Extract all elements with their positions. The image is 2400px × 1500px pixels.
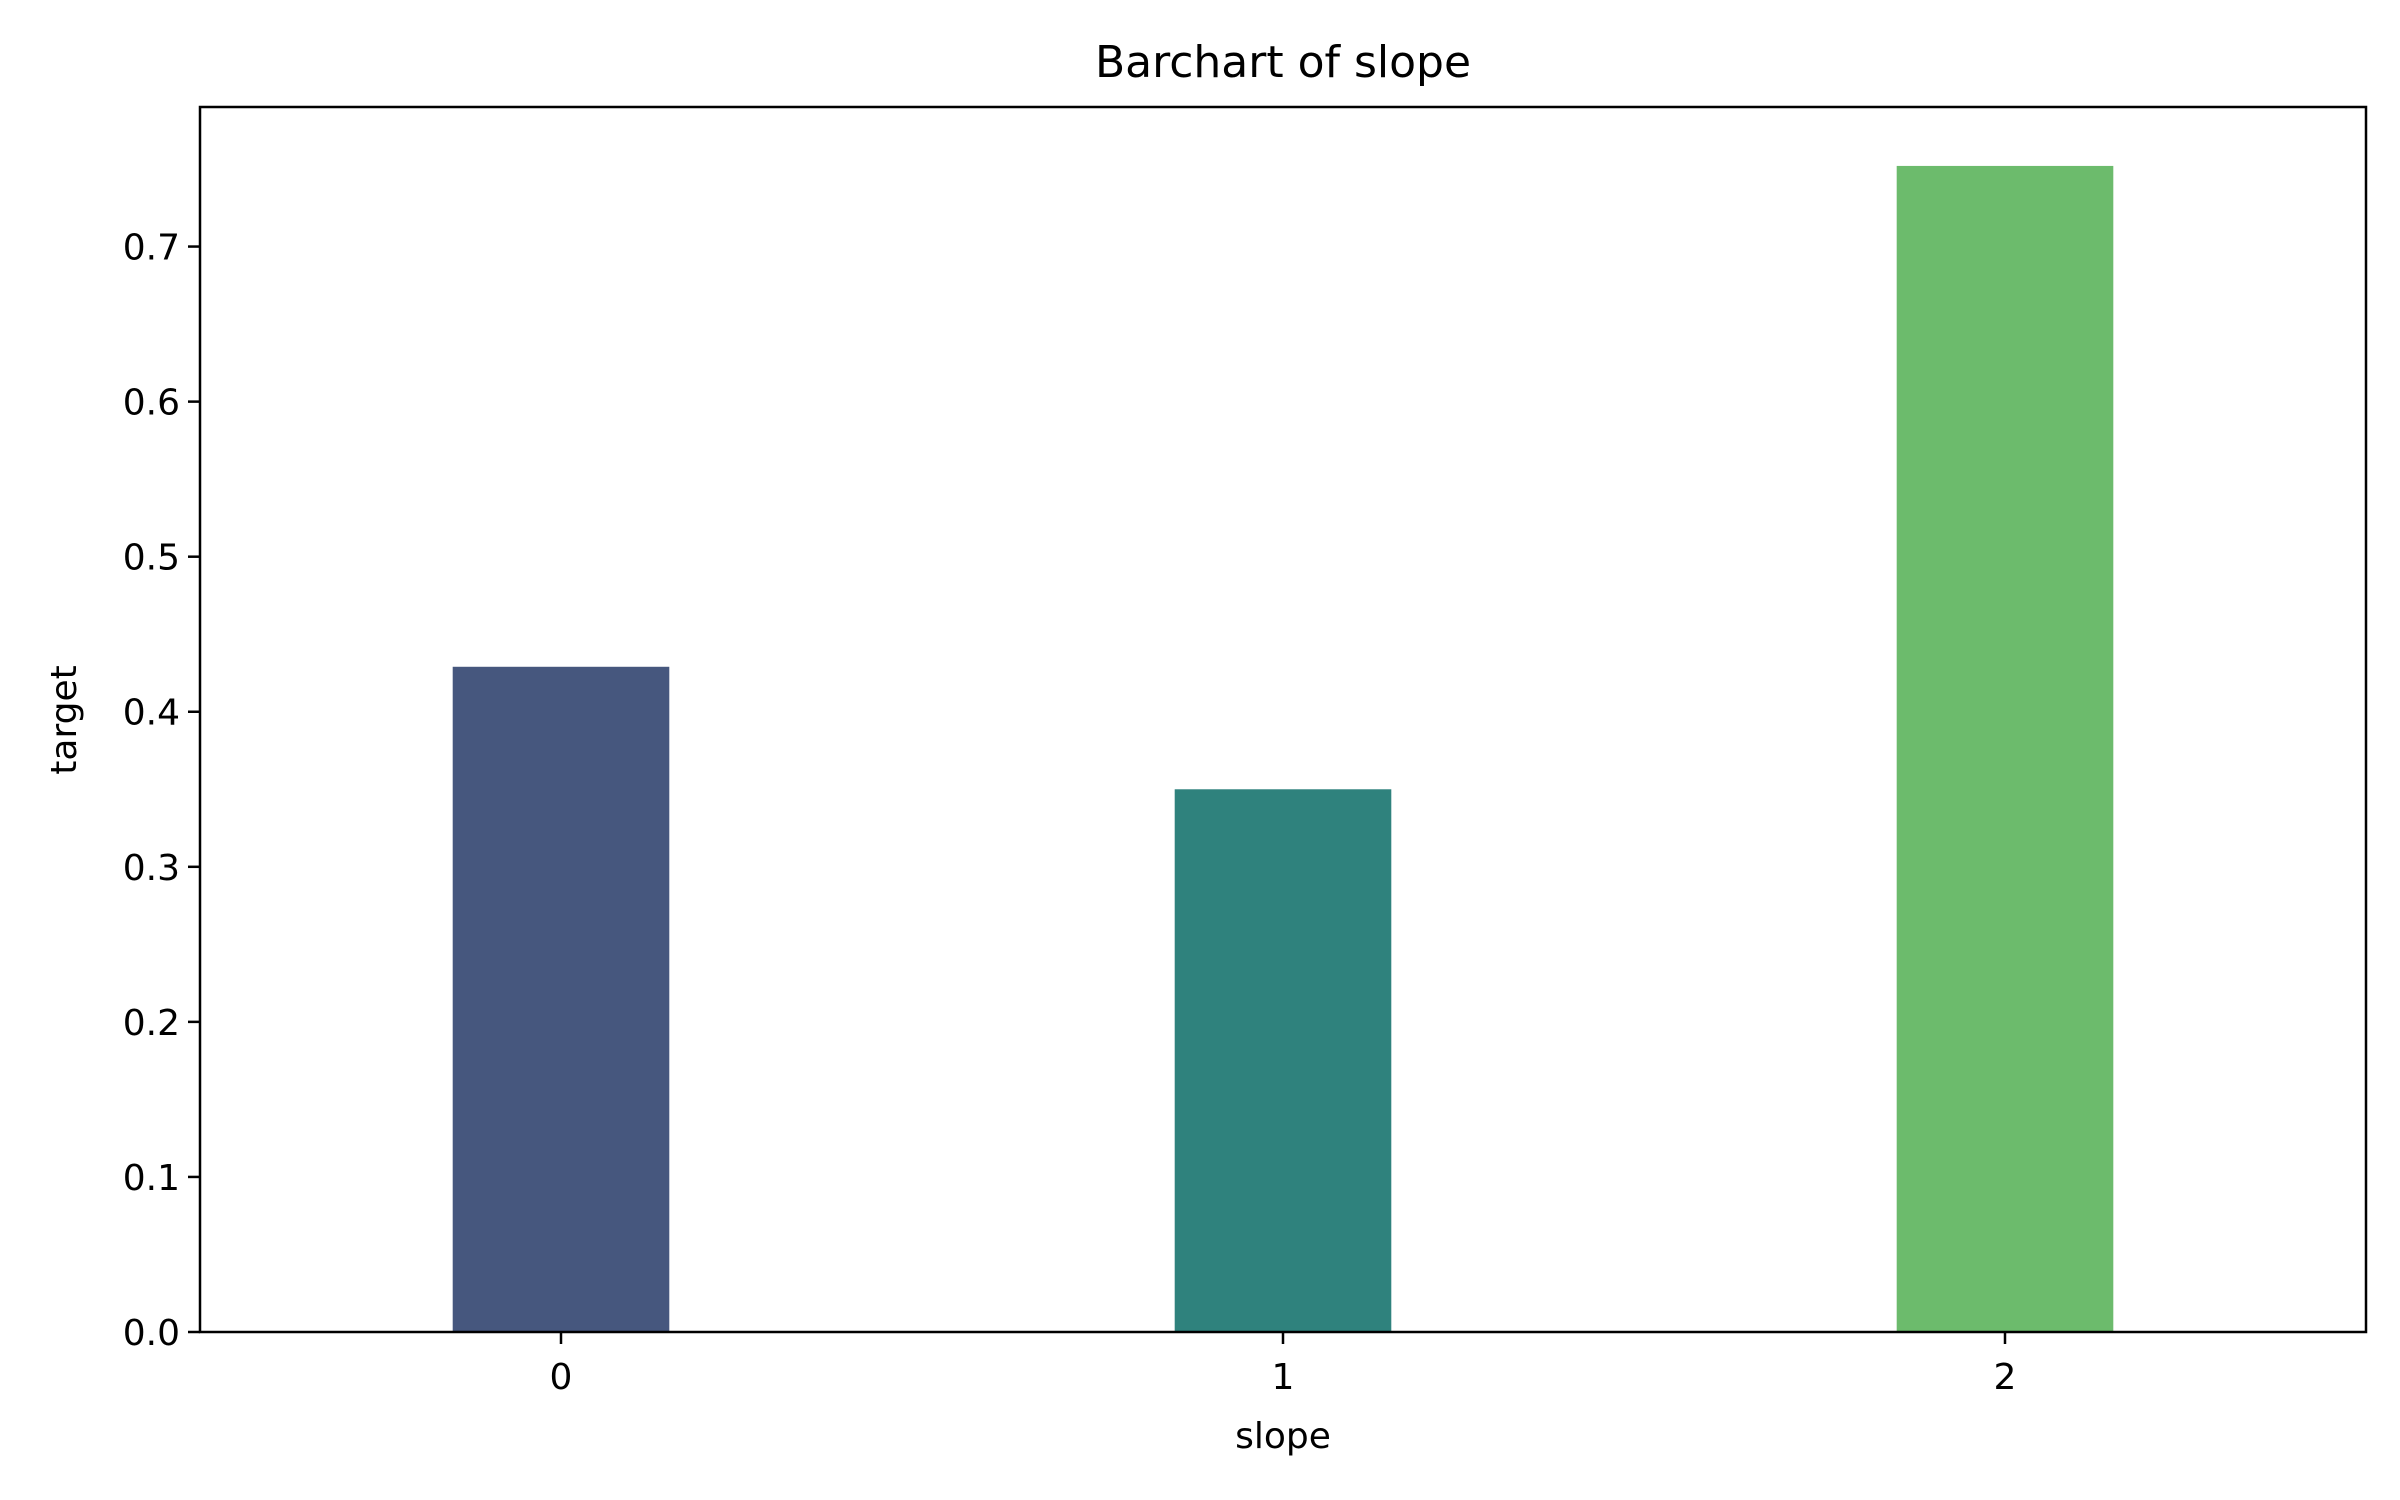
y-tick-label: 0.7	[123, 228, 180, 269]
x-axis-label: slope	[1235, 1416, 1331, 1457]
y-axis: 0.0 0.1 0.2 0.3 0.4 0.5 0.6 0.7	[123, 228, 200, 1354]
bar-2	[1896, 165, 2114, 1332]
y-tick-label: 0.2	[123, 1003, 180, 1044]
bars-group	[452, 165, 2114, 1332]
y-tick-label: 0.4	[123, 693, 180, 734]
x-tick-label: 2	[1994, 1357, 2017, 1398]
plot-frame	[198, 105, 2368, 1334]
x-tick-label: 0	[550, 1357, 573, 1398]
y-tick-label: 0.6	[123, 383, 180, 424]
bar-0	[452, 666, 670, 1332]
y-axis-label: target	[44, 665, 85, 774]
y-tick-label: 0.5	[123, 538, 180, 579]
y-tick-label: 0.3	[123, 848, 180, 889]
y-tick-label: 0.0	[123, 1313, 180, 1354]
x-axis: 0 1 2	[550, 1332, 2017, 1398]
x-tick-label: 1	[1272, 1357, 1295, 1398]
y-tick-label: 0.1	[123, 1158, 180, 1199]
chart-title: Barchart of slope	[1095, 37, 1471, 88]
bar-1	[1174, 789, 1392, 1332]
